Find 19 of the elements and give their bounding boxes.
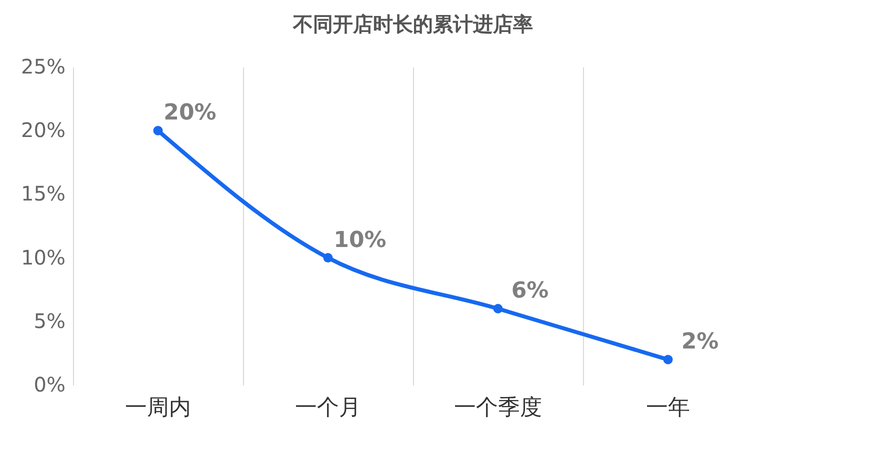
- data-label: 2%: [681, 330, 719, 355]
- y-tick-label: 10%: [21, 245, 66, 270]
- data-label: 20%: [164, 100, 216, 126]
- x-tick-label: 一年: [646, 396, 690, 420]
- point: [663, 354, 673, 364]
- point: [153, 126, 163, 136]
- y-tick-label: 5%: [34, 308, 66, 333]
- y-tick-label: 20%: [21, 118, 66, 142]
- y-tick-label: 25%: [21, 54, 66, 78]
- chart-title: 不同开店时长的累计进店率: [292, 12, 533, 36]
- x-tick-label: 一个月: [295, 396, 361, 420]
- data-label: 6%: [511, 278, 549, 304]
- x-tick-label: 一个季度: [454, 396, 542, 420]
- point: [323, 253, 333, 263]
- data-label: 10%: [334, 228, 386, 253]
- y-tick-label: 0%: [34, 372, 66, 396]
- point: [493, 304, 503, 314]
- y-tick-label: 15%: [21, 182, 66, 206]
- x-tick-label: 一周内: [125, 396, 191, 420]
